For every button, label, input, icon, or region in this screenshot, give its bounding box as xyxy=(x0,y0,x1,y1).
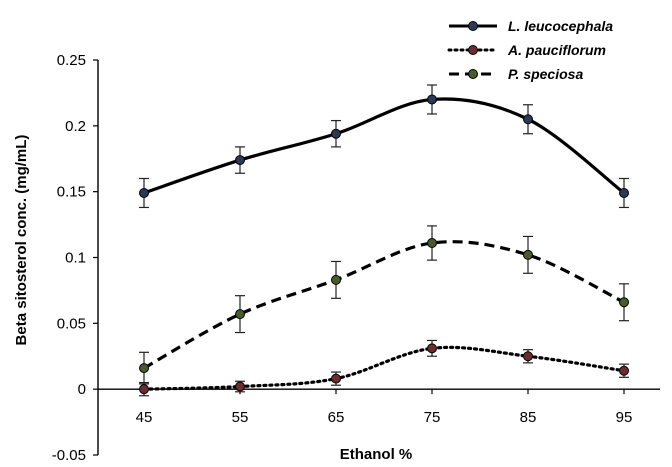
y-axis-title: Beta sitosterol conc. (mg/mL) xyxy=(13,135,30,346)
x-tick-label: 65 xyxy=(328,409,345,426)
plot-area xyxy=(139,84,629,397)
data-point xyxy=(139,384,149,395)
series-1 xyxy=(139,84,629,209)
legend-item-3: P. speciosa xyxy=(449,66,583,82)
legend-item-2: A. pauciflorum xyxy=(447,42,606,58)
data-point xyxy=(427,343,437,354)
data-point xyxy=(331,373,341,384)
x-tick-label: 75 xyxy=(424,409,441,426)
data-point xyxy=(331,274,341,285)
data-point xyxy=(235,309,245,320)
data-point xyxy=(235,381,245,392)
x-axis-title: Ethanol % xyxy=(340,446,413,463)
data-point xyxy=(139,187,149,198)
x-tick-label: 45 xyxy=(136,409,153,426)
series-2 xyxy=(139,339,629,397)
data-point xyxy=(619,187,629,198)
legend: L. leucocephala A. pauciflorum P. speciosa xyxy=(447,18,613,82)
data-point xyxy=(331,128,341,139)
legend-label: P. speciosa xyxy=(508,66,583,82)
x-tick-label: 55 xyxy=(232,409,249,426)
y-tick-label: 0.05 xyxy=(57,315,86,332)
axes: -0.05 0 0.05 0.1 0.15 0.2 0.25 45 55 65 75 85 95 xyxy=(52,52,660,464)
x-tick-label: 95 xyxy=(616,409,633,426)
data-point xyxy=(235,155,245,166)
data-point xyxy=(139,363,149,374)
legend-marker xyxy=(468,45,478,55)
legend-item-1: L. leucocephala xyxy=(449,18,613,34)
y-tick-label: 0.2 xyxy=(65,118,86,135)
legend-label: L. leucocephala xyxy=(508,18,613,34)
series-line xyxy=(143,97,625,195)
y-tick-label: 0.15 xyxy=(57,184,86,201)
data-point xyxy=(523,351,533,362)
series-line xyxy=(142,345,626,391)
legend-label: A. pauciflorum xyxy=(507,42,606,58)
data-point xyxy=(523,114,533,125)
legend-marker xyxy=(468,69,478,79)
data-point xyxy=(523,249,533,260)
series-3 xyxy=(139,225,629,385)
data-point xyxy=(619,365,629,376)
y-tick-label: 0 xyxy=(78,381,86,398)
data-point xyxy=(427,238,437,249)
data-point xyxy=(427,94,437,105)
y-tick-label: -0.05 xyxy=(52,447,86,464)
legend-marker xyxy=(468,21,478,31)
y-tick-label: 0.25 xyxy=(57,52,86,69)
x-tick-label: 85 xyxy=(520,409,537,426)
series-line xyxy=(143,240,625,370)
data-point xyxy=(619,297,629,308)
y-tick-label: 0.1 xyxy=(65,250,86,267)
